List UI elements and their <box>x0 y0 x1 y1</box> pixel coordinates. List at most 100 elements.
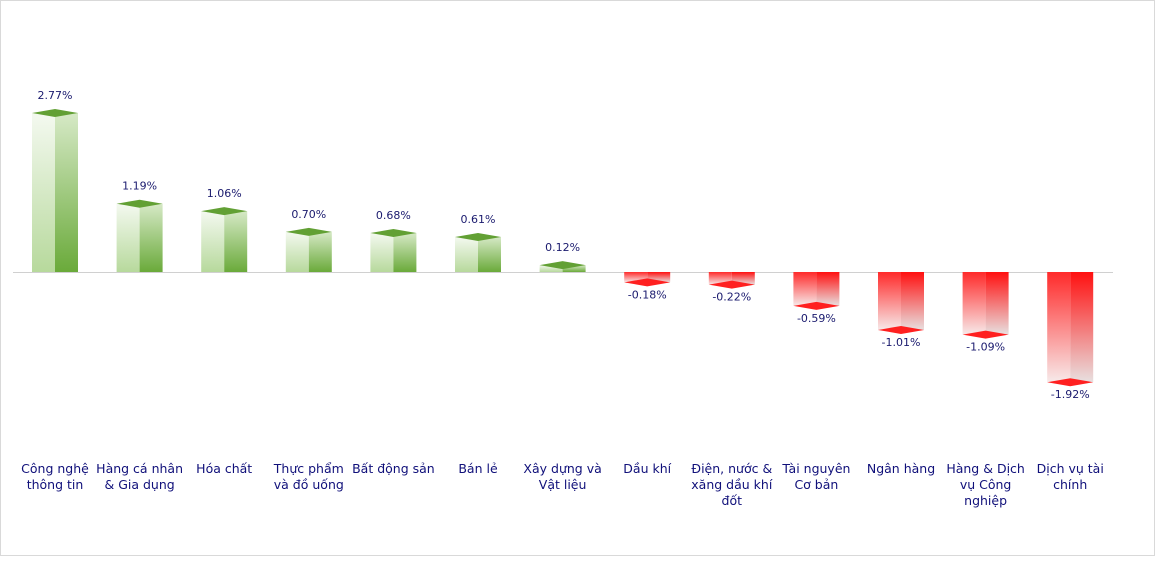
bar-cap <box>539 261 586 270</box>
bar-face-right <box>308 231 332 272</box>
bar-cap <box>32 109 78 118</box>
category-label: Xây dựng và Vật liệu <box>523 461 601 492</box>
bar <box>539 261 586 272</box>
bar-cap <box>962 330 1009 339</box>
bar <box>201 207 248 272</box>
bar-face-right <box>816 272 840 306</box>
category-label: Bất động sản <box>352 461 435 476</box>
category-label: Tài nguyên Cơ bản <box>781 461 850 492</box>
category-label: Hàng & Dịch vụ Công nghiệp <box>946 461 1025 508</box>
category-label-line: Hóa chất <box>196 461 252 476</box>
category-label: Công nghệ thông tin <box>21 461 89 492</box>
bar-face-right <box>985 272 1009 335</box>
data-label: -1.09% <box>966 341 1005 354</box>
bar-face-right <box>562 265 586 272</box>
category-label: Dịch vụ tài chính <box>1037 461 1104 492</box>
category-label: Hóa chất <box>196 461 252 476</box>
bar-face-left <box>539 265 563 272</box>
bar-face-left <box>708 272 732 285</box>
category-label-line: Điện, nước & <box>691 461 772 476</box>
bar-face-left <box>116 203 140 272</box>
category-label-line: chính <box>1053 477 1087 492</box>
category-label-line: Hàng cá nhân <box>96 461 183 476</box>
bar <box>962 272 1009 339</box>
category-label-line: Dịch vụ tài <box>1037 461 1104 476</box>
bar <box>878 272 924 334</box>
bar-cap <box>624 278 671 287</box>
category-label-line: Bán lẻ <box>458 461 498 476</box>
bar <box>1047 272 1094 387</box>
bar-face-right <box>731 272 755 285</box>
bar <box>116 199 163 272</box>
category-label: Ngân hàng <box>867 461 935 476</box>
data-label: -0.22% <box>712 291 751 304</box>
data-label: 0.61% <box>461 213 496 226</box>
bar-face-left <box>624 272 648 283</box>
bar-face-right <box>478 236 501 272</box>
bar-face-right <box>224 211 248 272</box>
data-label: 0.68% <box>376 209 411 222</box>
category-label-line: Công nghệ <box>21 461 89 476</box>
category-label-line: Ngân hàng <box>867 461 935 476</box>
category-label-line: Dầu khí <box>623 461 671 476</box>
bar-cap <box>793 301 840 310</box>
category-label-line: vụ Công <box>960 477 1012 492</box>
bar-face-right <box>1070 272 1094 383</box>
bar-face-left <box>962 272 986 335</box>
category-label: Bán lẻ <box>458 461 498 476</box>
bar-face-left <box>201 211 225 272</box>
category-label-line: Bất động sản <box>352 461 435 476</box>
bar-cap <box>455 232 501 241</box>
data-label: 1.19% <box>122 180 157 193</box>
bar-cap <box>878 325 924 334</box>
bar-face-left <box>1047 272 1071 383</box>
bar-face-left <box>370 232 394 272</box>
category-label-line: Tài nguyên <box>781 461 850 476</box>
bar-face-right <box>647 272 671 283</box>
bar <box>32 109 78 272</box>
bar-face-left <box>793 272 817 306</box>
data-label: 2.77% <box>38 89 73 102</box>
bar-cap <box>201 207 248 216</box>
category-label-line: và đồ uống <box>274 477 344 492</box>
bar <box>370 228 417 272</box>
chart-frame: 2.77% Công nghệ thông tin 1.19% Hàng cá nhân… <box>0 0 1155 556</box>
category-label: Hàng cá nhân & Gia dụng <box>96 461 183 492</box>
data-label: -0.18% <box>628 288 667 301</box>
category-label-line: Vật liệu <box>539 477 587 492</box>
data-label: 1.06% <box>207 187 242 200</box>
category-label-line: xăng dầu khí <box>691 477 773 492</box>
bar-cap <box>370 228 417 237</box>
bar-chart: 2.77% Công nghệ thông tin 1.19% Hàng cá nhân… <box>13 89 1113 508</box>
category-label-line: Hàng & Dịch <box>946 461 1025 476</box>
bar <box>455 232 501 272</box>
bar <box>708 272 755 289</box>
category-label: Thực phẩm và đồ uống <box>273 461 344 492</box>
bar-cap <box>116 199 163 208</box>
bar-cap <box>285 227 332 236</box>
category-label-line: & Gia dụng <box>104 477 174 492</box>
bar-face-left <box>32 113 55 272</box>
category-label-line: nghiệp <box>964 493 1007 508</box>
bar-face-right <box>901 272 924 330</box>
bar <box>624 272 671 287</box>
category-label-line: Thực phẩm <box>273 461 344 476</box>
category-label: Điện, nước & xăng dầu khí đốt <box>691 461 773 508</box>
bar-face-left <box>878 272 901 330</box>
bar-face-left <box>285 231 309 272</box>
category-label-line: thông tin <box>27 477 84 492</box>
data-label: 0.12% <box>545 241 580 254</box>
data-label: -0.59% <box>797 312 836 325</box>
data-label: -1.92% <box>1051 388 1090 401</box>
category-label-line: Xây dựng và <box>523 461 601 476</box>
bar-face-right <box>393 232 417 272</box>
data-label: 0.70% <box>291 208 326 221</box>
category-label-line: Cơ bản <box>794 477 838 492</box>
bar <box>285 227 332 272</box>
bar <box>793 272 840 310</box>
category-label-line: đốt <box>722 493 743 508</box>
bar-face-left <box>455 236 478 272</box>
category-label: Dầu khí <box>623 461 671 476</box>
bar-cap <box>1047 378 1094 387</box>
